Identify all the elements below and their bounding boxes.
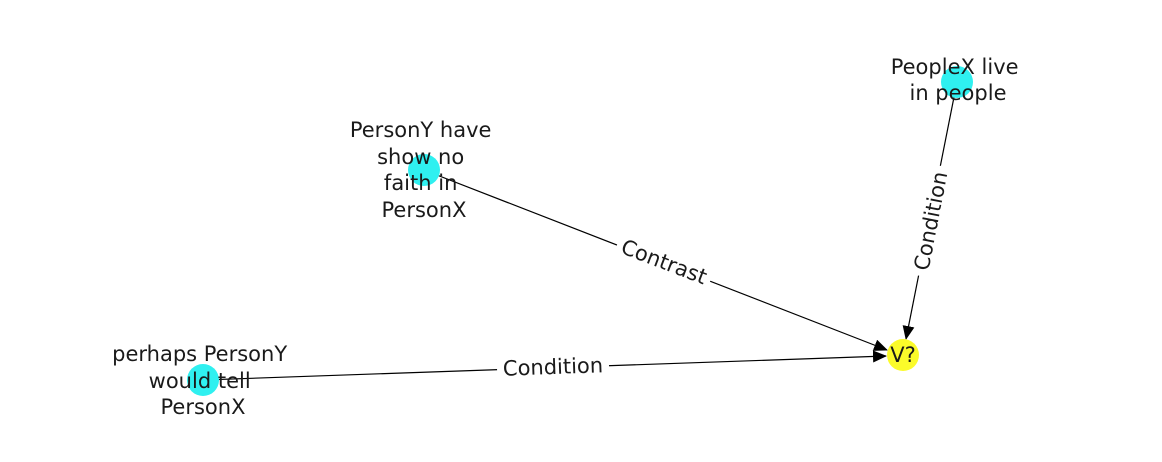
edges-layer — [202, 81, 958, 381]
node-label-perhaps-persony: perhaps PersonY would tell PersonX — [112, 342, 294, 419]
node-label-peoplex: PeopleX live in people — [891, 55, 1026, 105]
nodes-layer — [187, 66, 973, 396]
node-perhaps-persony-would-tell — [187, 364, 219, 396]
node-label-persony-have: PersonY have show no faith in PersonX — [350, 118, 498, 222]
edge-label-condition-perhaps: Condition — [503, 353, 604, 380]
node-peoplex-live-in-people — [941, 66, 973, 98]
node-v-question — [887, 339, 919, 371]
edge-label-contrast: Contrast — [618, 235, 710, 290]
node-labels-layer: PeopleX live in people PersonY have show… — [112, 55, 1026, 419]
node-label-v-question: V? — [890, 343, 916, 367]
edge-label-condition-peoplex: Condition — [910, 170, 953, 273]
node-persony-have-show-no-faith — [408, 154, 440, 186]
